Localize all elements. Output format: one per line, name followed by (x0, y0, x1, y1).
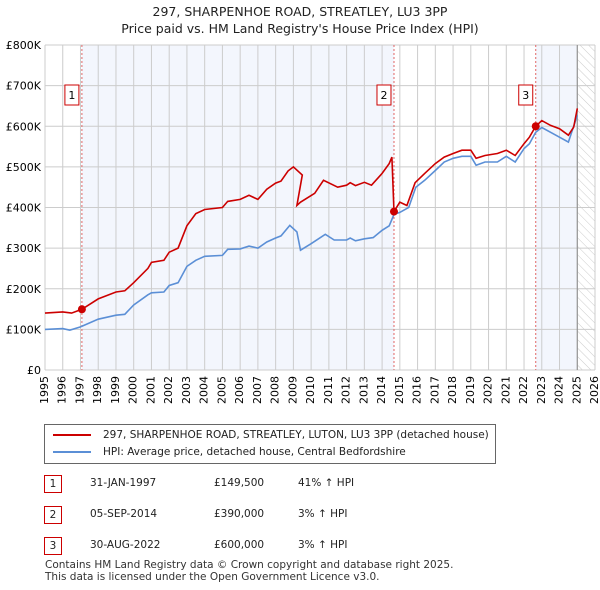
transaction-date: 31-JAN-1997 (90, 477, 157, 489)
x-tick-label: 2025 (570, 376, 583, 404)
x-tick-label: 2016 (411, 376, 424, 404)
chart-title: 297, SHARPENHOE ROAD, STREATLEY, LU3 3PP… (0, 3, 600, 37)
price-chart: 1995 1996 1997 1998 1999 2000 2001 2002 2003 2004… (6, 39, 600, 404)
sale-label: 3 (522, 89, 529, 102)
x-tick-label: 1998 (91, 376, 104, 404)
x-tick-label: 1995 (38, 376, 51, 404)
y-tick-label: £100K (6, 323, 42, 336)
x-tick-label: 2010 (304, 376, 317, 404)
x-tick-label: 1996 (56, 376, 69, 404)
y-tick-label: £0 (27, 364, 41, 377)
x-tick-label: 2021 (499, 376, 512, 404)
x-tick-label: 2022 (517, 376, 530, 404)
x-tick-label: 2017 (428, 376, 441, 404)
x-tick-label: 2015 (393, 376, 406, 404)
sale-label-box (376, 84, 392, 106)
x-tick-label: 2000 (127, 376, 140, 404)
x-tick-label: 2004 (198, 376, 211, 404)
legend-swatch-blue (53, 451, 91, 453)
footer-line: This data is licensed under the Open Gov… (45, 571, 380, 583)
x-tick-label: 2020 (482, 376, 495, 404)
x-tick-label: 2014 (375, 376, 388, 404)
sale-label: 2 (380, 89, 387, 102)
sale-point (389, 207, 398, 216)
title-line: 297, SHARPENHOE ROAD, STREATLEY, LU3 3PP (152, 4, 448, 19)
transaction-date: 30-AUG-2022 (90, 539, 161, 551)
transaction-hpi: 3% ↑ HPI (298, 539, 348, 551)
x-tick-label: 2003 (180, 376, 193, 404)
x-tick-label: 1999 (109, 376, 122, 404)
transaction-number: 3 (44, 537, 62, 555)
transaction-row: 2 05-SEP-2014 £390,000 3% ↑ HPI (44, 506, 494, 526)
legend-swatch-red (53, 434, 91, 436)
footer-line: Contains HM Land Registry data © Crown c… (45, 559, 454, 571)
x-tick-label: 2011 (322, 376, 335, 404)
x-tick-label: 2001 (144, 376, 157, 404)
x-tick-label: 2008 (269, 376, 282, 404)
x-tick-label: 1997 (73, 376, 86, 404)
sale-point (77, 305, 86, 314)
x-tick-label: 2018 (446, 376, 459, 404)
transaction-price: £149,500 (214, 477, 265, 489)
y-tick-label: £400K (6, 202, 42, 215)
x-tick-label: 2005 (215, 376, 228, 404)
x-tick-label: 2002 (162, 376, 175, 404)
y-tick-label: £700K (6, 80, 42, 93)
x-tick-label: 2007 (251, 376, 264, 404)
subtitle-line: Price paid vs. HM Land Registry's House … (121, 21, 479, 36)
transaction-price: £390,000 (214, 508, 265, 520)
y-tick-label: £300K (6, 242, 42, 255)
sale-label-box (518, 84, 534, 106)
x-tick-label: 2013 (357, 376, 370, 404)
sale-point (531, 122, 540, 131)
transaction-row: 3 30-AUG-2022 £600,000 3% ↑ HPI (44, 537, 494, 557)
footer: Contains HM Land Registry data © Crown c… (45, 559, 453, 583)
transaction-row: 1 31-JAN-1997 £149,500 41% ↑ HPI (44, 475, 494, 495)
legend-item-property: 297, SHARPENHOE ROAD, STREATLEY, LUTON, … (53, 429, 489, 441)
transaction-number: 2 (44, 506, 62, 524)
transaction-hpi: 3% ↑ HPI (298, 508, 348, 520)
legend: 297, SHARPENHOE ROAD, STREATLEY, LUTON, … (44, 424, 496, 464)
price-paid-line (44, 108, 579, 314)
legend-item-hpi: HPI: Average price, detached house, Cent… (53, 446, 406, 458)
sale-label: 1 (68, 89, 75, 102)
transaction-date: 05-SEP-2014 (90, 508, 158, 520)
sale-label-box (64, 84, 80, 106)
x-tick-label: 2012 (340, 376, 353, 404)
x-tick-label: 2026 (588, 376, 600, 404)
x-tick-label: 2019 (464, 376, 477, 404)
hpi-line (44, 115, 579, 332)
y-tick-label: £500K (6, 161, 42, 174)
y-tick-label: £600K (6, 120, 42, 133)
x-tick-label: 2023 (535, 376, 548, 404)
transaction-price: £600,000 (214, 539, 265, 551)
x-tick-label: 2006 (233, 376, 246, 404)
transaction-hpi: 41% ↑ HPI (298, 477, 355, 489)
y-tick-label: £800K (6, 39, 42, 52)
x-tick-label: 2009 (286, 376, 299, 404)
transaction-number: 1 (44, 475, 62, 493)
legend-label: HPI: Average price, detached house, Cent… (103, 446, 406, 458)
y-tick-label: £200K (6, 283, 42, 296)
legend-label: 297, SHARPENHOE ROAD, STREATLEY, LUTON, … (103, 429, 489, 441)
x-tick-label: 2024 (553, 376, 566, 404)
